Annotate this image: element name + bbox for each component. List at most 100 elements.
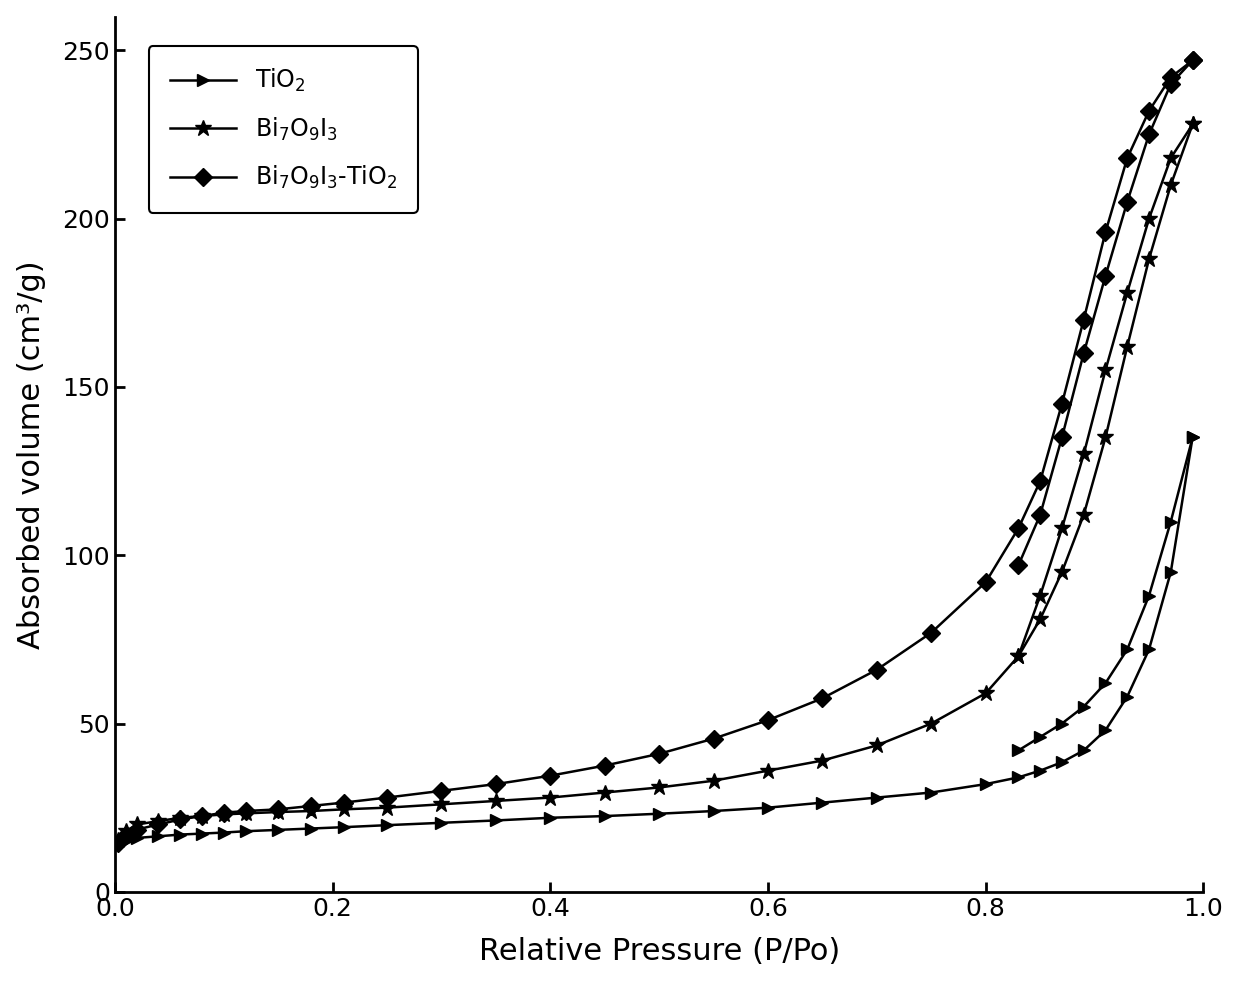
TiO$_2$ xyxy=(1163,566,1178,578)
Bi$_7$O$_9$I$_3$ xyxy=(1142,253,1157,264)
Bi$_7$O$_9$I$_3$ xyxy=(304,805,319,817)
Bi$_7$O$_9$I$_3$-TiO$_2$ xyxy=(336,796,351,808)
Bi$_7$O$_9$I$_3$-TiO$_2$ xyxy=(304,800,319,812)
Bi$_7$O$_9$I$_3$ xyxy=(598,786,613,798)
TiO$_2$ xyxy=(238,826,253,838)
Bi$_7$O$_9$I$_3$ xyxy=(434,798,449,810)
TiO$_2$ xyxy=(1120,691,1135,703)
Bi$_7$O$_9$I$_3$ xyxy=(1120,341,1135,353)
Bi$_7$O$_9$I$_3$ xyxy=(1011,651,1025,663)
Bi$_7$O$_9$I$_3$ xyxy=(195,810,210,822)
TiO$_2$ xyxy=(760,802,775,814)
Bi$_7$O$_9$I$_3$ xyxy=(118,826,133,838)
Bi$_7$O$_9$I$_3$ xyxy=(238,807,253,819)
Bi$_7$O$_9$I$_3$ xyxy=(110,834,125,845)
TiO$_2$ xyxy=(1011,772,1025,783)
Bi$_7$O$_9$I$_3$ xyxy=(543,791,558,803)
TiO$_2$ xyxy=(1099,724,1114,736)
TiO$_2$ xyxy=(304,823,319,835)
Bi$_7$O$_9$I$_3$ xyxy=(489,795,503,807)
Bi$_7$O$_9$I$_3$ xyxy=(1099,432,1114,443)
TiO$_2$ xyxy=(129,832,144,843)
Bi$_7$O$_9$I$_3$-TiO$_2$ xyxy=(1011,522,1025,534)
TiO$_2$ xyxy=(118,836,133,847)
Bi$_7$O$_9$I$_3$-TiO$_2$ xyxy=(195,810,210,822)
Bi$_7$O$_9$I$_3$-TiO$_2$ xyxy=(543,770,558,781)
TiO$_2$ xyxy=(336,821,351,833)
TiO$_2$ xyxy=(379,819,394,831)
Bi$_7$O$_9$I$_3$-TiO$_2$ xyxy=(707,732,722,744)
Bi$_7$O$_9$I$_3$-TiO$_2$ xyxy=(1185,54,1200,66)
Bi$_7$O$_9$I$_3$-TiO$_2$ xyxy=(869,664,884,675)
Bi$_7$O$_9$I$_3$ xyxy=(924,718,939,729)
Bi$_7$O$_9$I$_3$-TiO$_2$ xyxy=(1142,105,1157,117)
TiO$_2$ xyxy=(543,812,558,824)
Bi$_7$O$_9$I$_3$-TiO$_2$ xyxy=(760,715,775,726)
TiO$_2$ xyxy=(652,808,667,820)
TiO$_2$ xyxy=(1033,765,1048,777)
Bi$_7$O$_9$I$_3$-TiO$_2$ xyxy=(978,576,993,588)
Bi$_7$O$_9$I$_3$ xyxy=(1163,179,1178,191)
Bi$_7$O$_9$I$_3$-TiO$_2$ xyxy=(110,838,125,849)
Legend: TiO$_2$, Bi$_7$O$_9$I$_3$, Bi$_7$O$_9$I$_3$-TiO$_2$: TiO$_2$, Bi$_7$O$_9$I$_3$, Bi$_7$O$_9$I$… xyxy=(149,46,418,212)
TiO$_2$ xyxy=(195,828,210,839)
Line: Bi$_7$O$_9$I$_3$-TiO$_2$: Bi$_7$O$_9$I$_3$-TiO$_2$ xyxy=(112,54,1199,849)
TiO$_2$ xyxy=(1142,644,1157,656)
Bi$_7$O$_9$I$_3$-TiO$_2$ xyxy=(489,779,503,790)
TiO$_2$ xyxy=(270,824,285,836)
TiO$_2$ xyxy=(707,805,722,817)
TiO$_2$ xyxy=(172,829,187,840)
TiO$_2$ xyxy=(869,791,884,803)
Bi$_7$O$_9$I$_3$ xyxy=(652,781,667,793)
Bi$_7$O$_9$I$_3$ xyxy=(129,819,144,831)
Y-axis label: Absorbed volume (cm³/g): Absorbed volume (cm³/g) xyxy=(16,260,46,649)
Bi$_7$O$_9$I$_3$-TiO$_2$ xyxy=(129,824,144,836)
TiO$_2$ xyxy=(815,796,830,808)
Bi$_7$O$_9$I$_3$-TiO$_2$ xyxy=(1099,226,1114,238)
TiO$_2$ xyxy=(924,786,939,798)
Bi$_7$O$_9$I$_3$ xyxy=(172,812,187,824)
Bi$_7$O$_9$I$_3$-TiO$_2$ xyxy=(652,748,667,760)
TiO$_2$ xyxy=(216,827,231,838)
TiO$_2$ xyxy=(434,817,449,829)
Bi$_7$O$_9$I$_3$-TiO$_2$ xyxy=(238,805,253,817)
Bi$_7$O$_9$I$_3$ xyxy=(151,815,166,827)
TiO$_2$ xyxy=(1185,432,1200,443)
Bi$_7$O$_9$I$_3$ xyxy=(760,765,775,777)
Bi$_7$O$_9$I$_3$ xyxy=(978,687,993,699)
Bi$_7$O$_9$I$_3$ xyxy=(336,803,351,815)
TiO$_2$ xyxy=(1076,744,1091,756)
Bi$_7$O$_9$I$_3$-TiO$_2$ xyxy=(1120,152,1135,164)
Bi$_7$O$_9$I$_3$ xyxy=(1033,613,1048,625)
TiO$_2$ xyxy=(598,810,613,822)
TiO$_2$ xyxy=(1054,756,1069,768)
Bi$_7$O$_9$I$_3$-TiO$_2$ xyxy=(172,814,187,826)
Bi$_7$O$_9$I$_3$ xyxy=(815,755,830,767)
Bi$_7$O$_9$I$_3$ xyxy=(1054,566,1069,578)
Bi$_7$O$_9$I$_3$-TiO$_2$ xyxy=(1033,475,1048,487)
Bi$_7$O$_9$I$_3$-TiO$_2$ xyxy=(270,803,285,815)
Bi$_7$O$_9$I$_3$-TiO$_2$ xyxy=(1054,398,1069,410)
Bi$_7$O$_9$I$_3$-TiO$_2$ xyxy=(151,819,166,831)
Bi$_7$O$_9$I$_3$ xyxy=(216,808,231,820)
X-axis label: Relative Pressure (P/Po): Relative Pressure (P/Po) xyxy=(479,938,839,966)
Bi$_7$O$_9$I$_3$ xyxy=(707,775,722,786)
Bi$_7$O$_9$I$_3$-TiO$_2$ xyxy=(1076,314,1091,325)
TiO$_2$ xyxy=(978,779,993,790)
Bi$_7$O$_9$I$_3$-TiO$_2$ xyxy=(379,791,394,803)
Bi$_7$O$_9$I$_3$ xyxy=(869,739,884,751)
Bi$_7$O$_9$I$_3$ xyxy=(379,802,394,814)
TiO$_2$ xyxy=(110,840,125,852)
Bi$_7$O$_9$I$_3$-TiO$_2$ xyxy=(216,807,231,819)
Bi$_7$O$_9$I$_3$-TiO$_2$ xyxy=(924,627,939,639)
Line: TiO$_2$: TiO$_2$ xyxy=(112,432,1199,852)
Bi$_7$O$_9$I$_3$ xyxy=(270,806,285,818)
Line: Bi$_7$O$_9$I$_3$: Bi$_7$O$_9$I$_3$ xyxy=(110,116,1200,848)
Bi$_7$O$_9$I$_3$ xyxy=(1076,509,1091,521)
Bi$_7$O$_9$I$_3$-TiO$_2$ xyxy=(434,785,449,797)
Bi$_7$O$_9$I$_3$ xyxy=(1185,119,1200,131)
Bi$_7$O$_9$I$_3$-TiO$_2$ xyxy=(598,760,613,772)
TiO$_2$ xyxy=(151,831,166,842)
TiO$_2$ xyxy=(489,815,503,827)
Bi$_7$O$_9$I$_3$-TiO$_2$ xyxy=(815,692,830,704)
